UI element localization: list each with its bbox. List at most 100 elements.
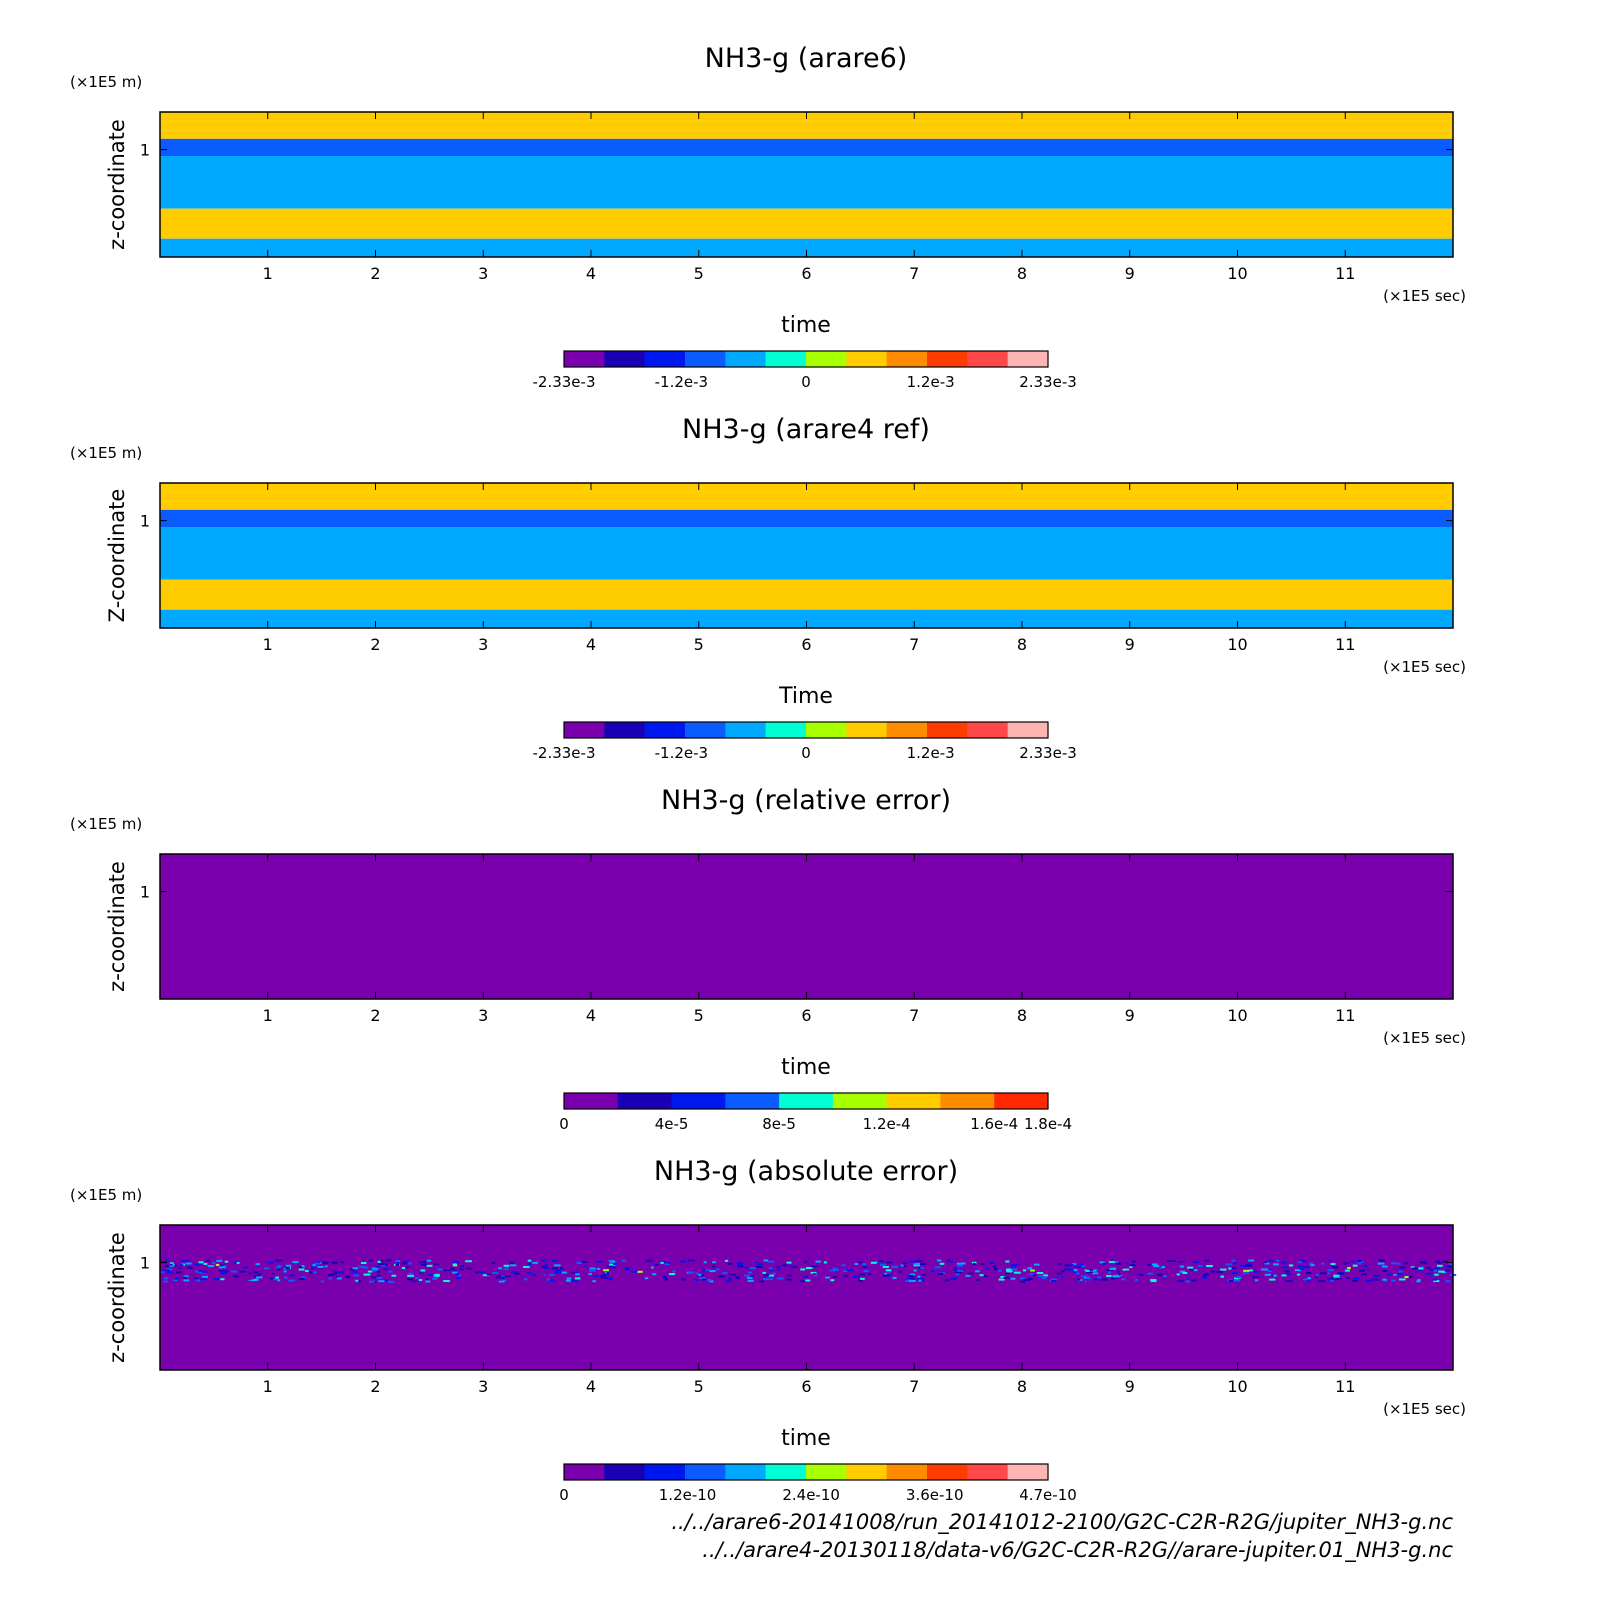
colorbar-frame: [563, 1463, 1049, 1481]
x-tick-label: 8: [1017, 264, 1027, 283]
colorbar-frame: [563, 350, 1049, 368]
error-speckle: [349, 1268, 355, 1271]
error-speckle: [378, 1280, 385, 1283]
error-speckle: [426, 1264, 433, 1267]
error-speckle: [1072, 1263, 1076, 1266]
contour-band-3: [160, 138, 1453, 157]
error-speckle: [419, 1272, 424, 1275]
error-speckle: [662, 1275, 667, 1278]
error-speckle: [1382, 1278, 1387, 1281]
error-speckle: [1231, 1271, 1238, 1274]
error-speckle: [486, 1273, 491, 1276]
colorbar-segment: [927, 351, 968, 367]
error-speckle: [748, 1271, 753, 1274]
y-unit-label: (×1E5 m): [70, 1186, 142, 1204]
error-speckle: [758, 1280, 764, 1283]
error-speckle: [726, 1280, 732, 1283]
error-speckle: [300, 1265, 305, 1268]
error-speckle: [1307, 1277, 1312, 1280]
error-speckle: [606, 1265, 613, 1268]
x-tick-label: 10: [1227, 264, 1247, 283]
error-speckle: [1161, 1265, 1165, 1268]
error-speckle: [1107, 1271, 1112, 1274]
colorbar-segment: [644, 1464, 686, 1480]
x-unit-label: (×1E5 sec): [1383, 658, 1466, 676]
x-tick-label: 2: [370, 264, 380, 283]
error-speckle: [300, 1276, 307, 1279]
error-speckle: [1186, 1277, 1190, 1280]
error-speckle: [1434, 1266, 1441, 1269]
error-speckle: [189, 1260, 196, 1263]
error-speckle: [367, 1270, 373, 1273]
error-speckle: [1189, 1268, 1194, 1271]
contour-band-5: [160, 208, 1453, 239]
error-speckle: [1391, 1279, 1396, 1282]
chart-title: NH3-g (relative error): [661, 785, 951, 816]
error-speckle: [383, 1267, 389, 1270]
error-speckle: [652, 1273, 657, 1276]
error-speckle: [880, 1263, 886, 1266]
error-speckle: [368, 1259, 373, 1262]
error-speckle: [1193, 1261, 1200, 1264]
error-speckle: [603, 1276, 609, 1279]
error-speckle: [1264, 1273, 1272, 1276]
error-speckle: [1010, 1264, 1016, 1267]
error-speckle: [776, 1268, 782, 1271]
error-speckle: [275, 1259, 283, 1262]
x-tick-label: 6: [801, 1377, 811, 1396]
error-speckle: [1327, 1269, 1334, 1272]
error-speckle: [799, 1280, 806, 1283]
error-speckle: [737, 1265, 744, 1268]
error-speckle: [965, 1274, 971, 1277]
error-speckle: [1429, 1269, 1434, 1272]
error-speckle: [911, 1277, 916, 1280]
error-speckle: [443, 1269, 451, 1272]
error-speckle: [949, 1260, 953, 1263]
error-speckle: [1378, 1259, 1384, 1262]
error-speckle: [255, 1278, 259, 1281]
error-speckle: [1431, 1278, 1437, 1281]
error-speckle: [324, 1265, 328, 1268]
error-speckle: [449, 1267, 454, 1270]
error-speckle: [1159, 1266, 1164, 1269]
error-speckle: [909, 1273, 916, 1276]
error-speckle: [1404, 1276, 1409, 1279]
error-speckle: [766, 1278, 774, 1281]
error-speckle: [858, 1273, 866, 1276]
error-speckle: [546, 1278, 550, 1281]
error-speckle: [574, 1277, 581, 1280]
error-speckle: [934, 1266, 942, 1269]
error-speckle: [207, 1265, 215, 1268]
error-speckle: [917, 1275, 921, 1278]
error-speckle: [609, 1260, 616, 1263]
error-speckle: [786, 1274, 792, 1277]
error-speckle: [609, 1263, 616, 1266]
error-speckle: [1092, 1272, 1099, 1275]
x-tick-label: 8: [1017, 1006, 1027, 1025]
colorbar-segment: [564, 1464, 605, 1480]
error-speckle: [763, 1259, 768, 1262]
colorbar-segment: [564, 1093, 619, 1109]
error-speckle: [611, 1266, 617, 1269]
error-speckle: [1004, 1272, 1010, 1275]
error-speckle: [239, 1270, 246, 1273]
error-speckle: [589, 1269, 596, 1272]
error-speckle: [724, 1259, 729, 1262]
error-speckle: [455, 1280, 460, 1283]
error-speckle: [1425, 1272, 1433, 1275]
error-speckle: [163, 1280, 169, 1283]
x-tick-label: 7: [909, 635, 919, 654]
x-tick-label: 4: [586, 1377, 596, 1396]
error-speckle: [1041, 1277, 1047, 1280]
error-speckle: [1275, 1259, 1280, 1262]
error-speckle: [1411, 1267, 1418, 1270]
x-tick-label: 7: [909, 264, 919, 283]
error-speckle: [1190, 1279, 1197, 1282]
error-speckle: [420, 1269, 426, 1272]
error-speckle: [1086, 1277, 1091, 1280]
x-tick-label: 4: [586, 635, 596, 654]
error-speckle: [475, 1271, 479, 1274]
error-speckle: [712, 1261, 716, 1264]
colorbar-segment: [1007, 1464, 1049, 1480]
error-speckle: [981, 1263, 985, 1266]
